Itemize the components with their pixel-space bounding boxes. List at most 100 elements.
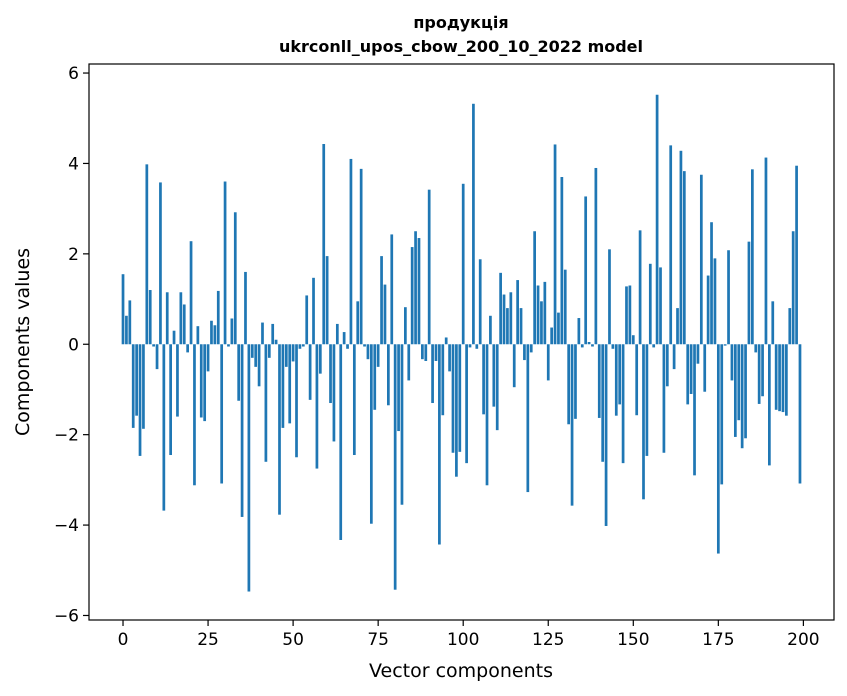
bar xyxy=(560,177,564,345)
bar xyxy=(631,335,635,345)
bar xyxy=(761,344,764,397)
bar xyxy=(693,344,696,476)
bar xyxy=(682,171,686,345)
bar xyxy=(659,267,662,345)
bar xyxy=(369,344,373,524)
bar xyxy=(393,344,397,590)
bar xyxy=(495,344,499,431)
bar xyxy=(478,259,482,345)
bar xyxy=(512,344,516,388)
bar xyxy=(621,344,625,464)
bar xyxy=(298,344,302,349)
bar xyxy=(220,344,224,484)
bar xyxy=(121,274,125,345)
bar xyxy=(189,241,193,345)
bar xyxy=(244,271,247,345)
bar xyxy=(131,344,135,428)
y-tick-label: −4 xyxy=(54,516,79,536)
bar xyxy=(142,344,145,429)
x-axis-ticks: 0 25 50 75 100 125 150 175 200 xyxy=(118,620,820,650)
chart-title: продукція xyxy=(413,13,508,32)
bar xyxy=(720,344,724,485)
bar xyxy=(387,344,390,406)
bar xyxy=(138,344,142,456)
y-tick-label: 6 xyxy=(68,64,79,84)
x-axis-label: Vector components xyxy=(369,660,553,682)
bar xyxy=(655,94,659,345)
bar xyxy=(278,344,281,515)
bar xyxy=(329,344,332,404)
bar xyxy=(281,344,285,428)
bar xyxy=(315,344,319,469)
bar xyxy=(291,344,295,362)
bar xyxy=(145,164,149,345)
bar xyxy=(325,256,329,345)
bars-group xyxy=(121,94,802,592)
bar xyxy=(723,344,727,346)
x-tick-label: 25 xyxy=(197,630,219,650)
bar xyxy=(410,247,414,345)
bar xyxy=(128,300,132,345)
bar xyxy=(165,292,169,345)
bar xyxy=(223,181,227,345)
bar xyxy=(472,103,475,345)
x-tick-label: 150 xyxy=(617,630,649,650)
bar xyxy=(618,344,622,405)
bar xyxy=(774,344,778,410)
bar xyxy=(584,196,588,345)
bar xyxy=(737,344,741,421)
bar xyxy=(237,344,241,401)
bar xyxy=(424,344,428,361)
bar xyxy=(233,212,237,345)
bar xyxy=(230,318,234,345)
bar xyxy=(733,344,737,437)
bar xyxy=(431,344,434,404)
bar xyxy=(159,182,162,345)
bar xyxy=(764,157,768,345)
bar xyxy=(376,344,380,367)
bar xyxy=(597,344,601,418)
bar xyxy=(499,272,502,345)
bar xyxy=(604,344,608,526)
bar xyxy=(349,158,353,345)
bar xyxy=(567,344,571,425)
y-axis-label: Components values xyxy=(12,248,34,436)
bar xyxy=(152,344,155,347)
y-tick-label: 2 xyxy=(68,245,79,265)
bar xyxy=(210,320,213,345)
bar xyxy=(676,308,679,345)
bar xyxy=(747,241,751,345)
bar xyxy=(427,189,431,345)
bar xyxy=(448,344,451,372)
bar xyxy=(366,344,370,360)
bar xyxy=(216,290,220,345)
bar xyxy=(441,344,445,416)
bar xyxy=(451,344,455,453)
bar xyxy=(458,344,462,452)
bar xyxy=(550,327,554,345)
bar xyxy=(434,344,438,361)
bar xyxy=(193,344,196,486)
bar xyxy=(727,250,730,345)
bar xyxy=(162,344,166,511)
bar xyxy=(608,249,611,345)
bar xyxy=(785,344,788,416)
bar xyxy=(533,231,536,345)
bar xyxy=(768,344,771,466)
bar xyxy=(250,344,254,358)
chart-subtitle: ukrconll_upos_cbow_200_10_2022 model xyxy=(279,37,643,56)
bar xyxy=(492,344,496,407)
bar xyxy=(553,144,557,345)
bar xyxy=(172,330,176,345)
bar xyxy=(506,308,509,345)
bar xyxy=(461,183,465,345)
bar xyxy=(546,344,550,381)
bar xyxy=(407,344,411,381)
bar xyxy=(247,344,251,592)
bar xyxy=(778,344,781,412)
bar xyxy=(352,344,356,456)
bar xyxy=(771,301,775,345)
bar xyxy=(444,337,448,345)
bar xyxy=(305,295,309,345)
